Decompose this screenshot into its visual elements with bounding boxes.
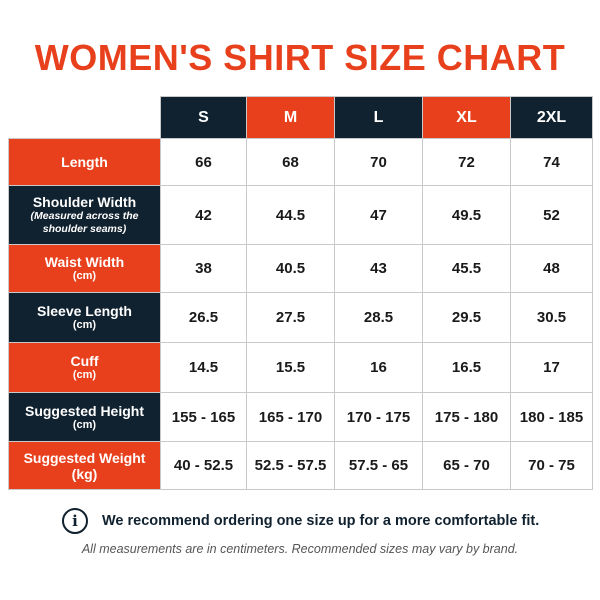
table-cell: 155 - 165 (160, 392, 247, 442)
table-cell: 26.5 (160, 292, 247, 343)
size-header-m: M (246, 96, 335, 139)
table-cell: 45.5 (422, 244, 511, 293)
table-cell: 70 (334, 138, 423, 186)
table-cell: 28.5 (334, 292, 423, 343)
table-cell: 47 (334, 185, 423, 245)
table-row-shoulder-width: Shoulder Width (Measured across the shou… (8, 185, 593, 245)
table-corner (8, 96, 161, 139)
table-cell: 74 (510, 138, 593, 186)
table-cell: 15.5 (246, 342, 335, 393)
table-cell: 17 (510, 342, 593, 393)
table-row-sleeve-length: Sleeve Length (cm) 26.5 27.5 28.5 29.5 3… (8, 292, 593, 343)
info-icon: i (62, 508, 88, 534)
row-subheader: (cm) (72, 270, 97, 282)
row-header-suggested-height: Suggested Height (cm) (8, 392, 161, 442)
table-cell: 57.5 - 65 (334, 441, 423, 490)
row-subheader: (Measured across the shoulder seams) (30, 210, 139, 235)
table-cell: 40.5 (246, 244, 335, 293)
table-cell: 42 (160, 185, 247, 245)
table-cell: 30.5 (510, 292, 593, 343)
table-cell: 52.5 - 57.5 (246, 441, 335, 490)
table-row-suggested-weight: Suggested Weight (kg) 40 - 52.5 52.5 - 5… (8, 441, 593, 490)
table-cell: 70 - 75 (510, 441, 593, 490)
row-header-waist-width: Waist Width (cm) (8, 244, 161, 293)
table-cell: 14.5 (160, 342, 247, 393)
table-row-suggested-height: Suggested Height (cm) 155 - 165 165 - 17… (8, 392, 593, 442)
table-cell: 38 (160, 244, 247, 293)
footnote: All measurements are in centimeters. Rec… (81, 542, 519, 556)
size-header-xl: XL (422, 96, 511, 139)
row-subheader: (cm) (72, 319, 97, 331)
table-cell: 68 (246, 138, 335, 186)
table-cell: 40 - 52.5 (160, 441, 247, 490)
table-cell: 27.5 (246, 292, 335, 343)
table-cell: 52 (510, 185, 593, 245)
table-cell: 175 - 180 (422, 392, 511, 442)
table-cell: 16.5 (422, 342, 511, 393)
table-row-waist-width: Waist Width (cm) 38 40.5 43 45.5 48 (8, 244, 593, 293)
table-cell: 29.5 (422, 292, 511, 343)
row-header-cuff: Cuff (cm) (8, 342, 161, 393)
row-header-length: Length (8, 138, 161, 186)
size-header-row: S M L XL 2XL (8, 96, 593, 139)
table-cell: 180 - 185 (510, 392, 593, 442)
table-cell: 65 - 70 (422, 441, 511, 490)
table-cell: 66 (160, 138, 247, 186)
row-header-shoulder-width: Shoulder Width (Measured across the shou… (8, 185, 161, 245)
row-subheader: (cm) (72, 418, 97, 431)
size-header-s: S (160, 96, 247, 139)
page-title: WOMEN'S SHIRT SIZE CHART (34, 37, 566, 78)
size-chart-table: S M L XL 2XL Length 66 68 70 72 74 Shoul… (8, 96, 593, 490)
table-cell: 48 (510, 244, 593, 293)
table-cell: 43 (334, 244, 423, 293)
recommendation-note: i We recommend ordering one size up for … (62, 506, 539, 536)
table-cell: 170 - 175 (334, 392, 423, 442)
table-row-cuff: Cuff (cm) 14.5 15.5 16 16.5 17 (8, 342, 593, 393)
size-header-l: L (334, 96, 423, 139)
table-cell: 44.5 (246, 185, 335, 245)
table-cell: 16 (334, 342, 423, 393)
row-subheader: (cm) (72, 369, 97, 381)
row-header-suggested-weight: Suggested Weight (kg) (8, 441, 161, 490)
recommendation-text: We recommend ordering one size up for a … (102, 513, 540, 529)
table-cell: 72 (422, 138, 511, 186)
table-cell: 165 - 170 (246, 392, 335, 442)
row-header-sleeve-length: Sleeve Length (cm) (8, 292, 161, 343)
size-header-2xl: 2XL (510, 96, 593, 139)
table-cell: 49.5 (422, 185, 511, 245)
table-row-length: Length 66 68 70 72 74 (8, 138, 593, 186)
